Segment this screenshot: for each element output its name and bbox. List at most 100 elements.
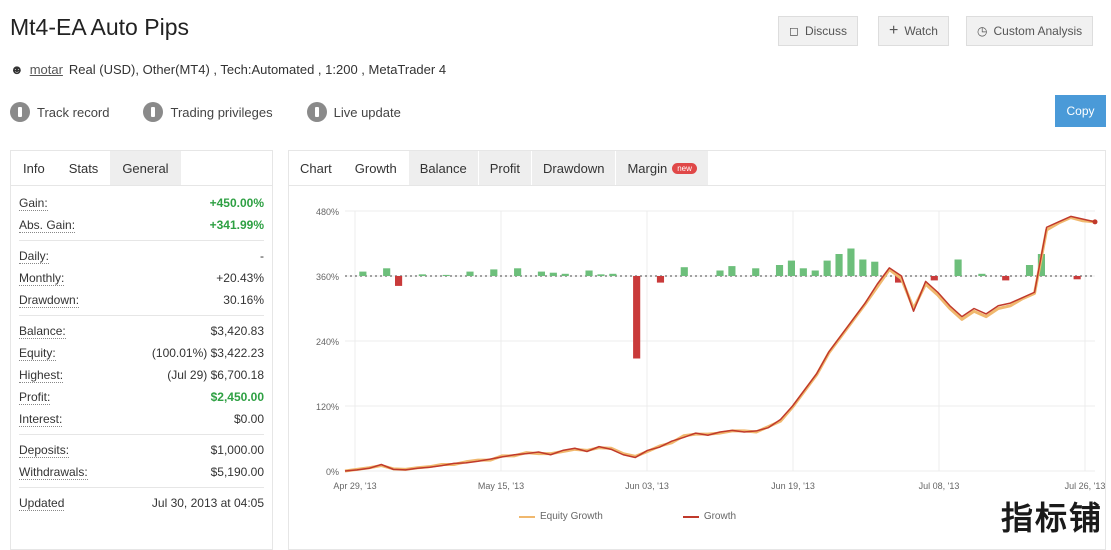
track-record-toggle[interactable]: Track record [10,102,109,122]
stat-label: Monthly: [19,270,65,286]
profit-bar [787,260,795,276]
stat-row: Highest: (Jul 29) $6,700.18 [19,364,264,386]
watch-button[interactable]: + Watch [878,16,949,46]
stat-label: Abs. Gain: [19,217,76,233]
chart-tabs: Chart Growth Balance Profit Drawdown Margin ne… [289,151,1105,186]
growth-line [344,215,1096,472]
discuss-button-label: Discuss [804,24,847,38]
profit-bar [716,270,724,276]
profit-bar [1025,265,1034,276]
new-badge: new [672,162,697,174]
stats-separator [19,240,264,241]
stat-row: Drawdown: 30.16% [19,289,264,311]
profit-bar [549,272,557,276]
tab-info[interactable]: Info [23,160,45,176]
profit-bar [609,273,617,276]
profit-bar [728,266,736,276]
profit-bar [799,268,807,276]
stat-row: Balance: $3,420.83 [19,320,264,342]
stat-value: Jul 30, 2013 at 04:05 [151,496,264,510]
trading-privileges-toggle[interactable]: Trading privileges [143,102,273,122]
custom-analysis-button[interactable]: ◷ Custom Analysis [966,16,1094,46]
y-tick-label: 480% [316,207,339,217]
growth-chart: 0% 120% 240% 360% 480% Apr 29, '13 May 15, '13… [316,207,1105,491]
tab-balance[interactable]: Balance [408,151,479,185]
stat-label: Interest: [19,411,63,427]
stat-value: - [260,249,264,263]
stat-value: +20.43% [216,271,264,285]
profit-bar [597,274,605,276]
stat-label: Withdrawals: [19,464,88,480]
toggle-label: Track record [37,104,110,120]
toggle-icon [10,102,30,122]
stat-label: Deposits: [19,442,70,458]
tab-growth[interactable]: Growth [344,151,409,185]
toggle-label: Live update [333,104,401,120]
stat-value: $1,000.00 [210,443,264,457]
stat-row: Monthly: +20.43% [19,267,264,289]
stat-row: Withdrawals: $5,190.00 [19,461,264,483]
stat-label: Highest: [19,367,64,383]
stat-value: $0.00 [233,412,264,426]
tab-stats[interactable]: Stats [68,160,99,176]
stats-separator [19,434,264,435]
profit-bar [633,276,641,359]
legend-growth[interactable]: Growth [682,511,737,522]
profit-bar [871,261,879,276]
tab-margin[interactable]: Margin new [616,151,709,185]
stat-row: Profit: $2,450.00 [19,386,264,408]
growth-end-point [1092,219,1098,225]
stat-value: +450.00% [209,196,264,210]
account-info: Real (USD), Other(MT4) , Tech:Automated … [68,62,447,77]
toggle-icon [143,102,164,122]
stat-value: (100.01%) $3,422.23 [151,346,264,360]
profit-bar [466,271,474,276]
x-tick-label: Jun 19, '13 [771,481,815,491]
profit-bar [490,269,498,276]
profit-bar [383,268,391,276]
stat-value: $2,450.00 [210,390,264,404]
growth-swatch [682,515,699,518]
tab-chart[interactable]: Chart [289,151,344,185]
profit-bar [823,260,831,276]
profit-bar [835,254,843,276]
live-update-toggle[interactable]: Live update [306,102,401,122]
verification-toggles: Track record Trading privileges Live upd… [10,102,401,122]
discuss-button[interactable]: ◻ Discuss [778,16,858,46]
stat-row: Abs. Gain: +341.99% [19,214,264,236]
x-tick-label: Jul 26, '13 [1065,481,1105,491]
tab-label: Balance [419,160,467,176]
profit-bar [1073,276,1081,280]
stats-separator [19,487,264,488]
stat-value: $5,190.00 [210,465,264,479]
profit-bar [954,259,962,276]
stats-separator [19,315,264,316]
legend-growth-label: Growth [703,511,737,522]
tab-drawdown[interactable]: Drawdown [532,151,617,185]
x-tick-label: Jul 08, '13 [919,481,960,491]
toggle-label: Trading privileges [170,104,273,120]
profit-bar [752,268,760,276]
stats-list: Gain: +450.00% Abs. Gain: +341.99% Daily: - Mo… [11,186,272,514]
profit-bar [418,274,426,276]
profit-bar [811,270,819,276]
stat-label: Equity: [19,345,56,361]
tab-profit[interactable]: Profit [478,151,533,185]
page-title: Mt4-EA Auto Pips [10,14,189,40]
stat-row: Updated Jul 30, 2013 at 04:05 [19,492,264,514]
stat-value: 30.16% [223,293,264,307]
profit-bar [859,259,867,276]
profit-bar [359,271,367,276]
author-link[interactable]: motar [29,62,63,77]
profit-bar [847,248,855,276]
legend-equity[interactable]: Equity Growth [519,511,603,522]
tab-general[interactable]: General [110,151,181,185]
account-meta: ☻ motar Real (USD), Other(MT4) , Tech:Au… [10,62,446,77]
y-tick-label: 0% [326,467,339,477]
comment-icon: ◻ [789,24,799,38]
tab-label: Chart [300,160,332,176]
legend-equity-label: Equity Growth [540,511,603,522]
profit-bar [656,276,665,283]
stat-row: Gain: +450.00% [19,192,264,214]
copy-button[interactable]: Copy [1055,95,1106,127]
